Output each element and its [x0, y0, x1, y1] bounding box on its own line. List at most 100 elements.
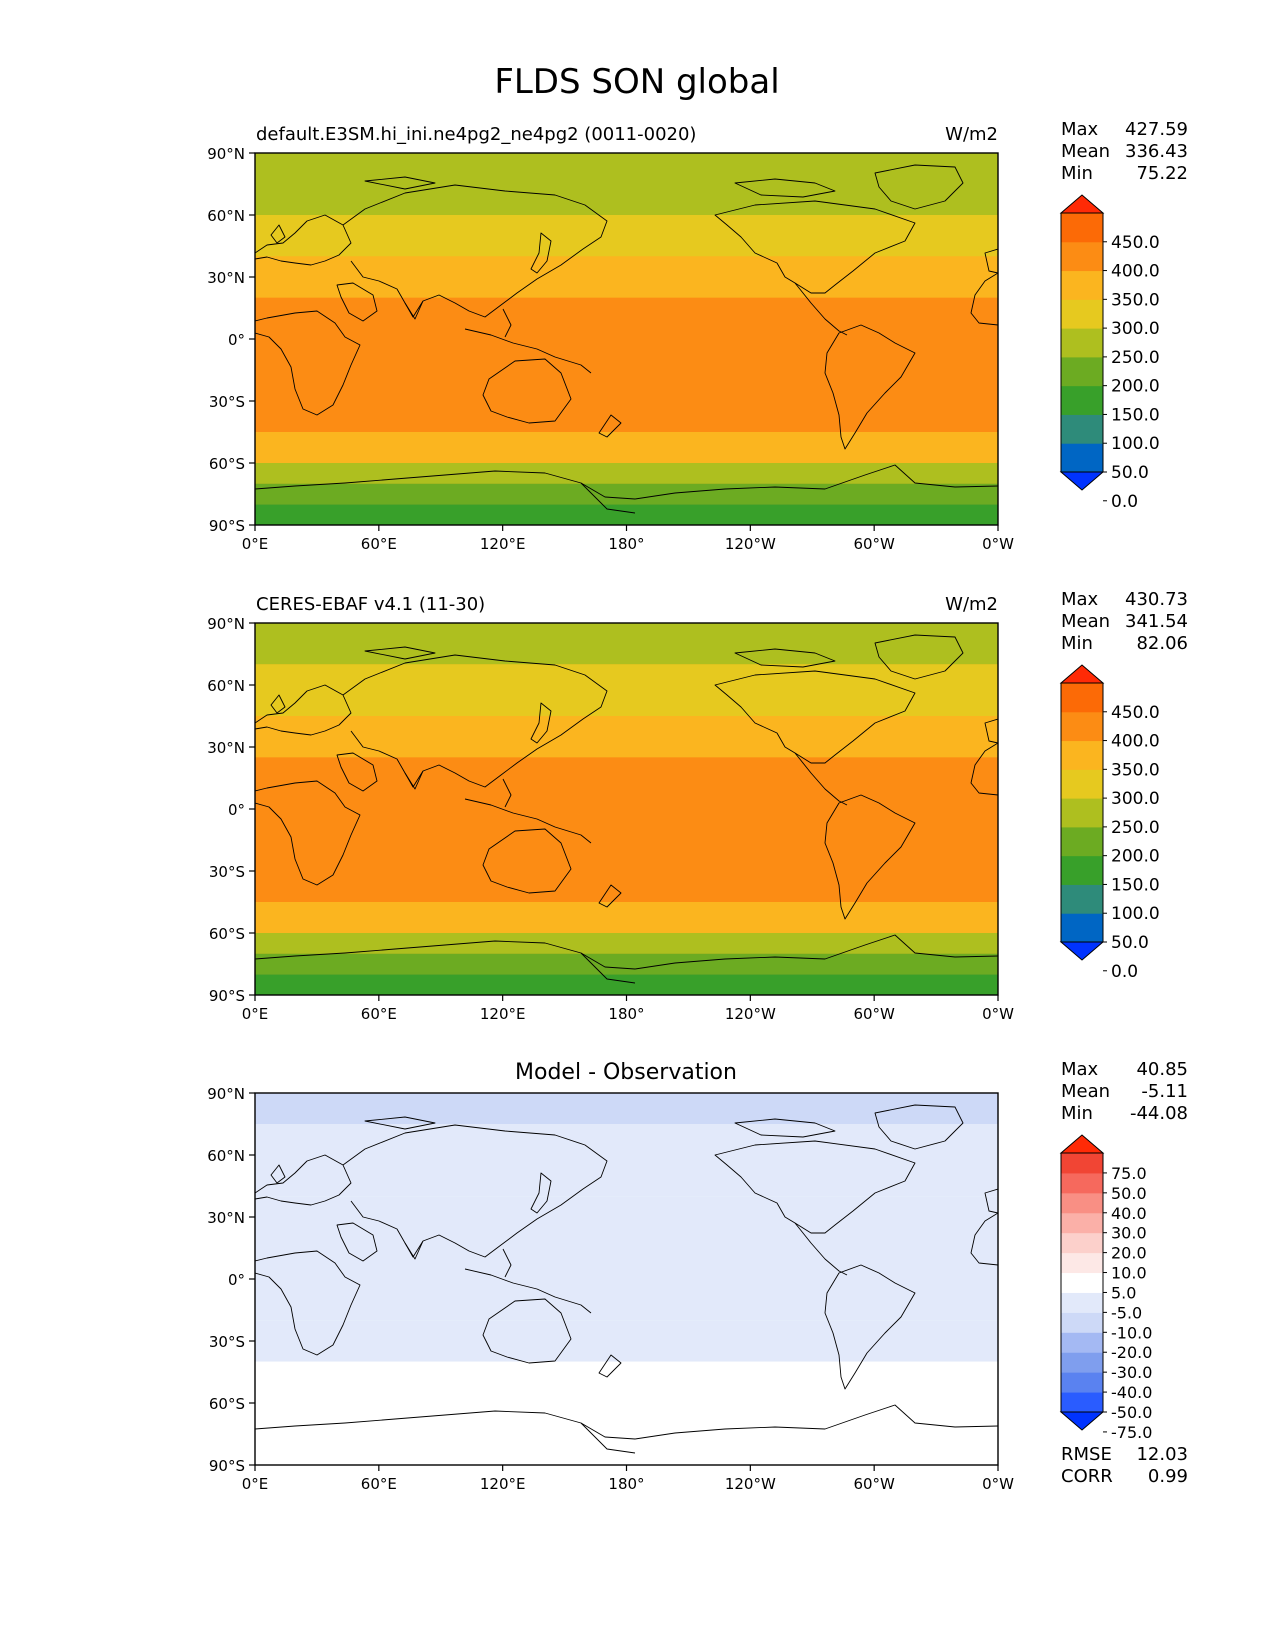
lon-tick-label: 60°W — [853, 535, 895, 553]
obs-stat-max: 430.73 — [1125, 589, 1188, 610]
colorbar-label: 400.0 — [1111, 732, 1160, 752]
colorbar-label: 10.0 — [1111, 1264, 1147, 1283]
colorbar-segment — [1061, 1212, 1103, 1234]
colorbar-label: 250.0 — [1111, 818, 1160, 838]
colorbar-extend-max — [1059, 664, 1105, 684]
diff-metrics: RMSE 12.03 CORR 0.99 — [1061, 1444, 1188, 1487]
diff-rmse-label: RMSE — [1061, 1444, 1112, 1465]
diff-map-field — [255, 1093, 998, 1465]
lon-tick-label: 120°E — [480, 535, 526, 553]
colorbar-segment — [1061, 356, 1103, 387]
colorbar-label: 0.0 — [1111, 492, 1138, 512]
model-stat-min: 75.22 — [1136, 163, 1188, 184]
colorbar-label: -30.0 — [1111, 1363, 1152, 1382]
colorbar-extend-min — [1059, 471, 1105, 491]
colorbar-segment — [1061, 1232, 1103, 1254]
diff-stat-mean-label: Mean — [1061, 1081, 1110, 1102]
lon-tick-label: 0°W — [982, 1005, 1014, 1023]
lat-tick-label: 60°S — [209, 455, 245, 473]
model-colorbar: 450.0 400.0 350.0 300.0 250.0 200.0 150.0 100.0… — [1059, 194, 1160, 512]
colorbar-label: -50.0 — [1111, 1403, 1152, 1422]
colorbar-label: 5.0 — [1111, 1283, 1136, 1302]
colorbar-segment — [1061, 1332, 1103, 1353]
map-band-3 — [255, 757, 998, 840]
diff-colorbar: 75.050.040.030.020.010.05.0-5.0-10.0-20.… — [1059, 1134, 1152, 1442]
colorbar-extend-max — [1059, 194, 1105, 214]
model-stat-mean: 336.43 — [1125, 141, 1188, 162]
colorbar-segment — [1061, 241, 1103, 272]
colorbar-segment — [1061, 385, 1103, 415]
colorbar-label: 100.0 — [1111, 904, 1160, 924]
colorbar-label: -75.0 — [1111, 1423, 1152, 1442]
map-band-5 — [255, 902, 998, 933]
colorbar-label: 450.0 — [1111, 703, 1160, 723]
diff-stat-min: -44.08 — [1130, 1103, 1188, 1124]
colorbar-segment — [1061, 328, 1103, 358]
lon-tick-label: 60°W — [853, 1475, 895, 1493]
map-band-4 — [255, 1361, 998, 1465]
map-band-0 — [255, 153, 998, 215]
lon-tick-label: 60°E — [361, 535, 397, 553]
obs-stats: Max 430.73 Mean 341.54 Min 82.06 — [1061, 589, 1188, 654]
obs-stat-mean: 341.54 — [1125, 611, 1188, 632]
obs-map-field — [255, 623, 998, 995]
colorbar-label: 200.0 — [1111, 377, 1160, 397]
colorbar-segment — [1061, 1252, 1103, 1274]
colorbar-segment — [1061, 683, 1103, 713]
colorbar-frame — [1060, 212, 1104, 473]
colorbar-label: 450.0 — [1111, 233, 1160, 253]
colorbar-label: -5.0 — [1111, 1303, 1142, 1322]
lon-tick-label: 120°W — [725, 1475, 776, 1493]
obs-panel-title: CERES-EBAF v4.1 (11-30) — [256, 594, 485, 615]
map-band-8 — [255, 974, 998, 995]
lat-tick-label: 30°N — [207, 1209, 245, 1227]
colorbar-label: 100.0 — [1111, 434, 1160, 454]
map-band-6 — [255, 463, 998, 484]
diff-map-axes: 90°N 60°N 30°N 0° 30°S 60°S 90°S0°E 60°E 120°E 18… — [207, 1085, 1014, 1493]
lat-tick-label: 60°S — [209, 1395, 245, 1413]
colorbar-segment — [1061, 1292, 1103, 1313]
lon-tick-label: 60°E — [361, 1005, 397, 1023]
lon-tick-label: 120°W — [725, 535, 776, 553]
colorbar-label: 30.0 — [1111, 1224, 1147, 1243]
colorbar-extend-min — [1059, 941, 1105, 961]
diff-stat-min-label: Min — [1061, 1103, 1093, 1124]
lat-tick-label: 30°S — [209, 393, 245, 411]
lon-tick-label: 0°W — [982, 1475, 1014, 1493]
obs-panel: CERES-EBAF v4.1 (11-30) W/m2 90°N 60°N 30°… — [207, 589, 1188, 1023]
diff-stat-mean: -5.11 — [1141, 1081, 1188, 1102]
colorbar-label: 300.0 — [1111, 319, 1160, 339]
map-band-6 — [255, 933, 998, 954]
obs-stat-max-label: Max — [1061, 589, 1099, 610]
map-band-1 — [255, 215, 998, 257]
lat-tick-label: 60°N — [207, 207, 245, 225]
colorbar-label: 75.0 — [1111, 1164, 1147, 1183]
colorbar-label: 400.0 — [1111, 262, 1160, 282]
obs-map-axes: 90°N 60°N 30°N 0° 30°S 60°S 90°S0°E 60°E 120°E 18… — [207, 615, 1014, 1023]
colorbar-segment — [1061, 414, 1103, 444]
lon-tick-label: 60°W — [853, 1005, 895, 1023]
map-band-1 — [255, 664, 998, 716]
colorbar-label: 150.0 — [1111, 875, 1160, 895]
colorbar-segment — [1061, 1352, 1103, 1373]
lon-tick-label: 0°E — [242, 1475, 269, 1493]
obs-stat-min-label: Min — [1061, 633, 1093, 654]
lat-tick-label: 0° — [228, 801, 245, 819]
lat-tick-label: 60°N — [207, 1147, 245, 1165]
colorbar-label: 20.0 — [1111, 1244, 1147, 1263]
obs-stat-min: 82.06 — [1136, 633, 1188, 654]
colorbar-label: 50.0 — [1111, 933, 1149, 953]
colorbar-label: -20.0 — [1111, 1343, 1152, 1362]
colorbar-segment — [1061, 1392, 1103, 1413]
colorbar-segment — [1061, 1192, 1103, 1214]
lat-tick-label: 30°S — [209, 863, 245, 881]
lat-tick-label: 0° — [228, 1271, 245, 1289]
lon-tick-label: 120°W — [725, 1005, 776, 1023]
colorbar-frame — [1060, 1152, 1104, 1413]
map-band-3 — [255, 297, 998, 370]
map-band-4 — [255, 370, 998, 432]
diff-corr-label: CORR — [1061, 1466, 1113, 1487]
colorbar-label: 50.0 — [1111, 1184, 1147, 1203]
map-band-3 — [255, 1320, 998, 1362]
map-band-0 — [255, 1093, 998, 1124]
